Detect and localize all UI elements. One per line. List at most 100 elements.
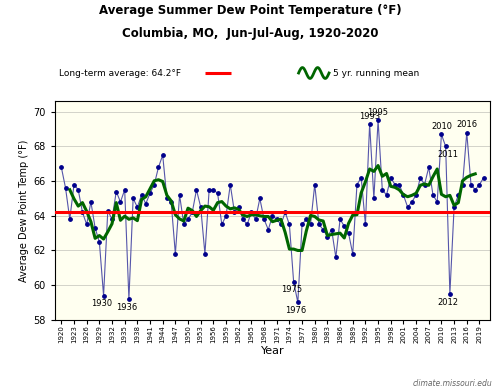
Point [142,200,150,207]
Point [192,187,200,193]
Point [138,192,145,198]
Point [400,192,407,198]
Point [210,187,218,193]
Point [328,227,336,233]
Text: 2012: 2012 [438,298,458,307]
Point [471,187,479,193]
Point [163,195,171,202]
Point [78,209,86,215]
Text: Average Summer Dew Point Temperature (°F): Average Summer Dew Point Temperature (°F… [98,4,402,17]
Point [378,187,386,193]
Text: 1993: 1993 [359,112,380,121]
Point [357,175,365,181]
Text: 1936: 1936 [116,303,138,312]
Point [310,181,318,188]
Point [290,278,298,285]
Point [58,164,66,170]
Point [429,192,437,198]
Point [158,152,166,158]
Point [116,199,124,205]
Point [205,187,213,193]
Point [476,181,484,188]
Point [214,190,222,197]
Point [298,222,306,228]
Point [150,181,158,188]
Point [176,192,184,198]
Point [450,204,458,210]
Point [184,216,192,222]
Point [129,195,137,202]
Y-axis label: Average Dew Point Temp (°F): Average Dew Point Temp (°F) [20,139,30,282]
Point [234,204,242,210]
Point [454,192,462,198]
Point [268,213,276,219]
Point [366,121,374,127]
Point [433,199,441,205]
Point [340,223,348,229]
X-axis label: Year: Year [260,346,284,356]
Point [62,185,70,191]
Point [306,222,314,228]
Point [412,192,420,198]
Point [391,181,399,188]
Point [387,175,395,181]
Point [463,129,471,136]
Point [180,222,188,228]
Point [226,181,234,188]
Point [222,213,230,219]
Point [172,251,179,257]
Point [74,187,82,193]
Point [395,181,403,188]
Text: 1995: 1995 [368,108,388,117]
Point [302,216,310,222]
Point [348,251,356,257]
Point [82,222,90,228]
Point [370,195,378,202]
Point [66,216,74,222]
Point [154,164,162,170]
Point [442,144,450,150]
Point [134,204,141,210]
Point [408,199,416,205]
Text: 1930: 1930 [91,300,112,308]
Point [104,207,112,214]
Point [260,216,268,222]
Point [264,227,272,233]
Point [87,199,95,205]
Point [404,204,411,210]
Point [336,216,344,222]
Point [277,222,285,228]
Point [100,292,108,299]
Point [315,222,323,228]
Point [188,209,196,215]
Point [353,181,361,188]
Point [416,175,424,181]
Point [201,251,209,257]
Point [108,216,116,222]
Point [112,188,120,195]
Point [196,204,204,210]
Point [324,234,332,240]
Point [239,216,247,222]
Point [382,192,390,198]
Point [446,291,454,297]
Text: climate.missouri.edu: climate.missouri.edu [413,379,492,388]
Point [286,222,294,228]
Point [344,230,352,236]
Point [319,227,327,233]
Point [374,117,382,124]
Point [91,225,99,231]
Text: 2011: 2011 [438,150,458,159]
Point [252,216,260,222]
Point [230,209,238,215]
Point [218,222,226,228]
Point [243,222,251,228]
Point [96,239,104,245]
Point [281,209,289,215]
Text: Long-term average: 64.2°F: Long-term average: 64.2°F [60,69,182,78]
Point [256,195,264,202]
Point [467,181,475,188]
Point [272,216,280,222]
Point [125,296,133,302]
Point [438,131,446,137]
